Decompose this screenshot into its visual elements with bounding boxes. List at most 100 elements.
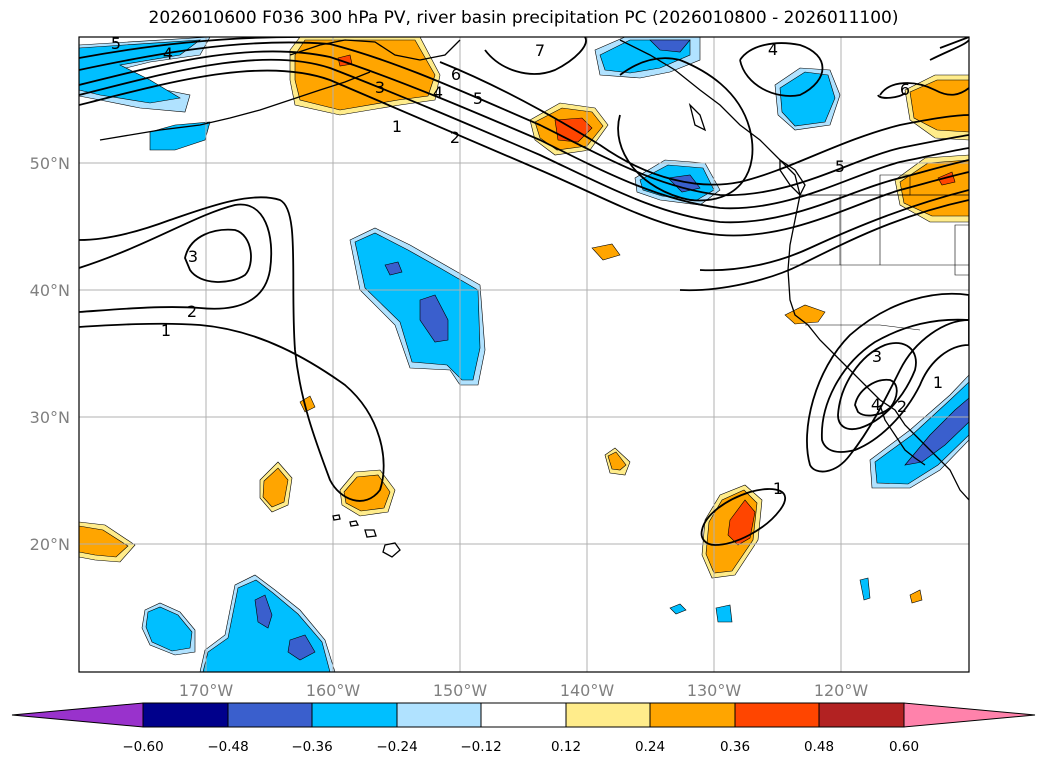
colorbar-tick: 0.24 bbox=[635, 739, 665, 755]
pv-contour-north-2 bbox=[79, 58, 969, 224]
coastlines bbox=[99, 39, 969, 558]
colorbar-tick: −0.12 bbox=[460, 739, 501, 755]
colorbar-tick: 0.60 bbox=[889, 739, 919, 755]
precip-neg-area bbox=[384, 261, 403, 276]
precip-pos-area bbox=[727, 499, 756, 546]
colorbar-segment bbox=[311, 702, 398, 728]
pv-cutoff-low-4 bbox=[854, 378, 898, 417]
precip-neg-area bbox=[904, 397, 969, 466]
colorbar-segment bbox=[734, 702, 820, 728]
colorbar-segment bbox=[396, 702, 482, 728]
contour-label: 1 bbox=[773, 479, 783, 498]
state-borders bbox=[790, 195, 969, 331]
colorbar-ticks: −0.60 −0.48 −0.36 −0.24 −0.12 0.12 0.24 … bbox=[122, 739, 919, 755]
colorbar-segment bbox=[480, 702, 567, 728]
lon-label: 140°W bbox=[560, 681, 615, 700]
contour-label: 5 bbox=[835, 157, 845, 176]
coastline-bc-coast bbox=[619, 39, 969, 501]
pv-cutoff-7 bbox=[484, 37, 587, 75]
colorbar-segment bbox=[649, 702, 736, 728]
precip-pos-area bbox=[262, 467, 289, 508]
hawaii-kauai bbox=[332, 514, 341, 521]
contour-label: 4 bbox=[433, 83, 443, 102]
contour-label: 1 bbox=[933, 373, 943, 392]
contour-label: 5 bbox=[111, 34, 121, 53]
map-frame bbox=[78, 36, 970, 673]
contour-label: 2 bbox=[897, 397, 907, 416]
contour-label: 2 bbox=[450, 128, 460, 147]
pv-contour-lower-plains bbox=[679, 199, 969, 292]
precip-pos-area bbox=[909, 589, 923, 604]
colorbar-segment bbox=[565, 702, 651, 728]
pv-cutoff-low-2 bbox=[821, 318, 969, 453]
precip-pos-area bbox=[784, 304, 826, 325]
pv-contour-lower-plains-2 bbox=[699, 189, 969, 272]
colorbar-tick: −0.60 bbox=[122, 739, 163, 755]
pv-contour-ne bbox=[929, 37, 969, 61]
precip-neg-area bbox=[779, 71, 836, 127]
colorbar: −0.60 −0.48 −0.36 −0.24 −0.12 0.12 0.24 … bbox=[11, 702, 1036, 755]
colorbar-tick: −0.48 bbox=[207, 739, 248, 755]
precip-neg-area bbox=[419, 294, 449, 343]
contour-label: 1 bbox=[392, 117, 402, 136]
lon-label: 170°W bbox=[179, 681, 234, 700]
precip-neg-area bbox=[287, 634, 316, 661]
precip-neg-area bbox=[715, 604, 733, 623]
precip-neg-area bbox=[874, 381, 969, 485]
contour-label: 4 bbox=[163, 44, 173, 63]
pv-ridge-4 bbox=[739, 42, 824, 97]
precip-pos-area bbox=[909, 79, 969, 133]
contour-label: 6 bbox=[900, 80, 910, 99]
pv-contours bbox=[79, 37, 969, 546]
precip-neg-area bbox=[254, 594, 273, 629]
precip-pos-area bbox=[607, 451, 627, 471]
colorbar-segment bbox=[818, 702, 905, 728]
colorbar-tick: −0.24 bbox=[376, 739, 417, 755]
hawaii-big-island bbox=[382, 542, 401, 558]
colorbar-tick: −0.36 bbox=[291, 739, 332, 755]
province-border bbox=[879, 174, 969, 276]
precip-pos-area bbox=[79, 525, 129, 558]
precip-neg-area bbox=[649, 39, 691, 53]
lat-label: 40°N bbox=[30, 281, 70, 300]
contour-label: 2 bbox=[187, 302, 197, 321]
map-title: 2026010600 F036 300 hPa PV, river basin … bbox=[148, 8, 899, 28]
colorbar-extend-max bbox=[903, 702, 1036, 728]
pv-contour-north-1 bbox=[79, 69, 969, 237]
contour-label: 6 bbox=[451, 65, 461, 84]
precip-neg-area bbox=[354, 232, 481, 381]
colorbar-tick: 0.48 bbox=[804, 739, 834, 755]
hawaii-oahu bbox=[349, 520, 359, 527]
contour-label: 3 bbox=[375, 78, 385, 97]
precip-neg-area bbox=[145, 606, 193, 652]
pv-contour-labels: 5 4 3 6 5 4 1 2 7 4 6 5 3 2 1 3 4 2 1 1 bbox=[111, 34, 943, 498]
pv-contour-2 bbox=[79, 203, 273, 313]
pv-contour-1-pacific bbox=[700, 488, 787, 546]
lon-label: 130°W bbox=[687, 681, 742, 700]
precip-neg-area bbox=[859, 577, 871, 601]
lon-label: 150°W bbox=[433, 681, 488, 700]
pv-contour-1 bbox=[79, 196, 385, 502]
map-plot-area: 5 4 3 6 5 4 1 2 7 4 6 5 3 2 1 3 4 2 1 1 bbox=[79, 34, 969, 672]
colorbar-tick: 0.12 bbox=[551, 739, 581, 755]
pv-contour-3 bbox=[184, 228, 252, 283]
colorbar-tick: 0.36 bbox=[720, 739, 750, 755]
lon-label: 120°W bbox=[814, 681, 869, 700]
precip-pos-area bbox=[343, 474, 391, 512]
contour-label: 4 bbox=[871, 395, 881, 414]
island-haida-gwaii bbox=[688, 102, 707, 132]
contour-label: 1 bbox=[161, 321, 171, 340]
contour-label: 3 bbox=[872, 347, 882, 366]
lat-label: 30°N bbox=[30, 408, 70, 427]
pv-trough-loop bbox=[617, 57, 754, 202]
colorbar-segment bbox=[142, 702, 229, 728]
longitude-labels: 170°W 160°W 150°W 140°W 130°W 120°W bbox=[179, 681, 869, 700]
lat-label: 50°N bbox=[30, 154, 70, 173]
contour-label: 5 bbox=[473, 89, 483, 108]
contour-label: 7 bbox=[535, 41, 545, 60]
lon-label: 160°W bbox=[306, 681, 361, 700]
pv-contour-6-east bbox=[877, 82, 969, 99]
colorbar-segment bbox=[227, 702, 313, 728]
contour-label: 3 bbox=[188, 247, 198, 266]
